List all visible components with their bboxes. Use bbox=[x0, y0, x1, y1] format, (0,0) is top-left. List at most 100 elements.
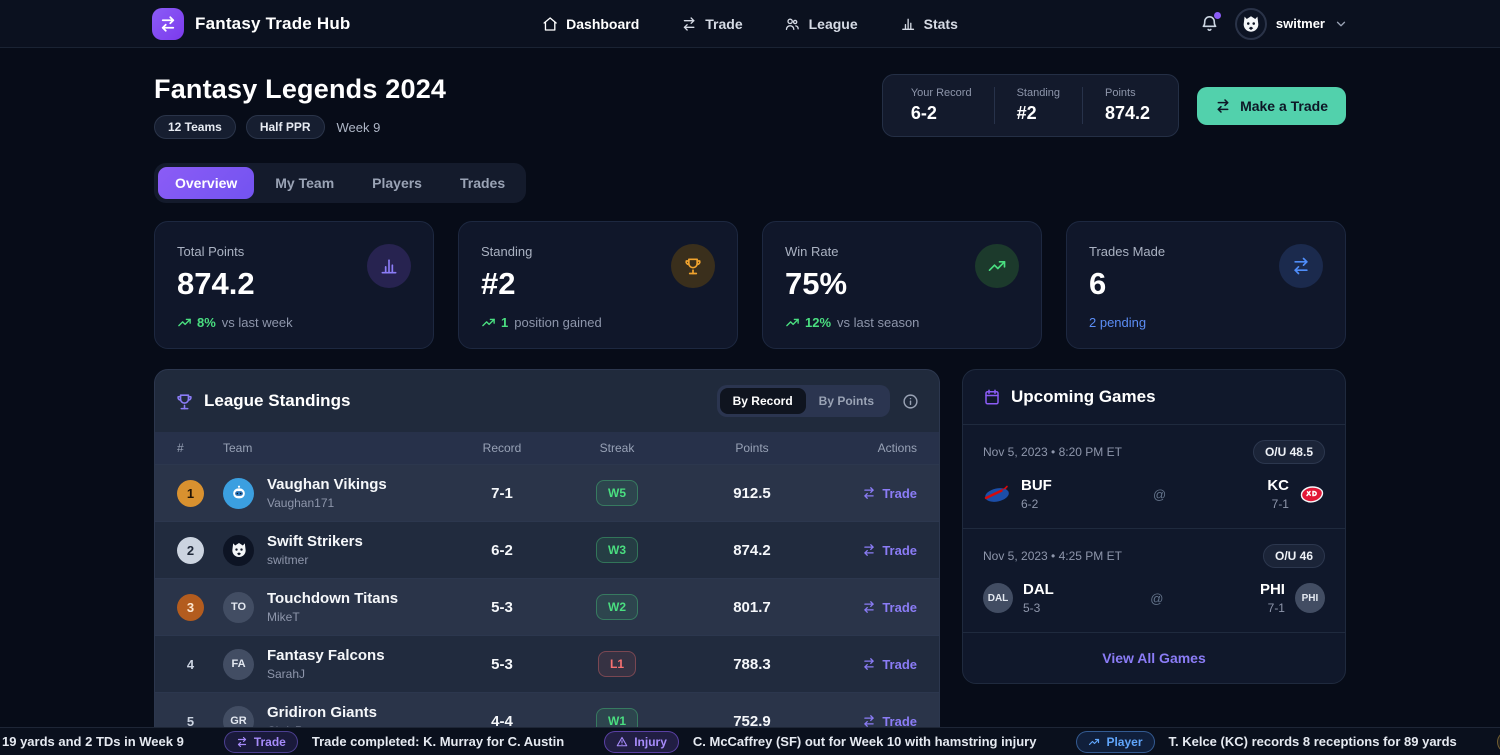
stat-value: 75% bbox=[785, 266, 848, 301]
notifications-bell-icon[interactable] bbox=[1200, 12, 1221, 33]
record-summary-card: Your Record 6-2 Standing #2 Points 874.2 bbox=[881, 74, 1180, 137]
game-datetime: Nov 5, 2023 • 4:25 PM ET bbox=[983, 549, 1122, 563]
col-rank: # bbox=[177, 441, 184, 455]
team-name: Vaughan Vikings bbox=[267, 476, 387, 493]
sort-by-record-button[interactable]: By Record bbox=[719, 388, 806, 414]
points-value: 874.2 bbox=[733, 541, 771, 559]
home-icon bbox=[542, 16, 558, 32]
warning-triangle-icon bbox=[616, 736, 628, 748]
home-team-record: 7-1 bbox=[1267, 601, 1285, 615]
record-stat: Standing #2 bbox=[993, 87, 1082, 124]
view-tabs: Overview My Team Players Trades bbox=[154, 163, 527, 203]
col-team: Team bbox=[223, 441, 253, 455]
swap-arrows-icon bbox=[681, 16, 697, 32]
bills-team-logo bbox=[983, 483, 1011, 505]
stat-trend: 12% vs last season bbox=[785, 315, 1019, 330]
league-meta: 12 Teams Half PPR Week 9 bbox=[154, 115, 446, 139]
view-all-games-link[interactable]: View All Games bbox=[1102, 650, 1206, 666]
standings-column-headers: # Team Record Streak Points Actions bbox=[155, 432, 939, 464]
table-row[interactable]: 4 FA Fantasy Falcons SarahJ 5-3 L1 788.3… bbox=[155, 635, 939, 692]
trending-up-icon bbox=[975, 244, 1019, 288]
over-under-badge: O/U 46 bbox=[1262, 544, 1325, 568]
trending-up-icon bbox=[785, 315, 800, 330]
swap-arrows-icon bbox=[236, 736, 248, 748]
team-owner: switmer bbox=[267, 553, 309, 567]
nav-item-trade[interactable]: Trade bbox=[681, 16, 743, 32]
upcoming-games-panel: Upcoming Games Nov 5, 2023 • 8:20 PM ET … bbox=[962, 369, 1346, 684]
rank-badge: 5 bbox=[186, 713, 195, 729]
notification-dot bbox=[1213, 12, 1221, 19]
brand[interactable]: Fantasy Trade Hub bbox=[152, 7, 351, 40]
nav-item-league[interactable]: League bbox=[785, 16, 858, 32]
chiefs-team-logo bbox=[1299, 483, 1325, 505]
team-name: Fantasy Falcons bbox=[267, 647, 385, 664]
nav-label: League bbox=[808, 16, 858, 32]
trophy-icon bbox=[175, 392, 194, 411]
away-team-record: 6-2 bbox=[1021, 497, 1039, 511]
stat-label: Win Rate bbox=[785, 244, 839, 259]
stat-card-trades-made: Trades Made 6 2 pending bbox=[1066, 221, 1346, 349]
scoring-badge: Half PPR bbox=[245, 115, 325, 139]
tab-trades[interactable]: Trades bbox=[459, 175, 506, 191]
sort-toggle: By Record By Points bbox=[716, 385, 890, 417]
away-team-abbr: DAL bbox=[1023, 581, 1054, 598]
trend-suffix: vs last season bbox=[837, 315, 920, 330]
record-value: 5-3 bbox=[491, 655, 513, 673]
make-a-trade-button[interactable]: Make a Trade bbox=[1197, 86, 1346, 125]
trade-button[interactable]: Trade bbox=[862, 543, 917, 558]
trade-button[interactable]: Trade bbox=[862, 657, 917, 672]
team-initials-avatar: TO bbox=[223, 591, 254, 623]
rank-badge: 3 bbox=[177, 593, 204, 621]
sort-by-points-button[interactable]: By Points bbox=[818, 394, 874, 408]
news-ticker[interactable]: 19 yards and 2 TDs in Week 9 Trade Trade… bbox=[0, 727, 1500, 755]
pending-trades-link[interactable]: 2 pending bbox=[1089, 315, 1147, 330]
trade-label: Trade bbox=[882, 656, 917, 672]
nav-item-dashboard[interactable]: Dashboard bbox=[542, 16, 639, 32]
points-value: 752.9 bbox=[733, 712, 771, 730]
trade-button[interactable]: Trade bbox=[862, 714, 917, 729]
stat-value: 874.2 bbox=[177, 266, 255, 301]
table-row[interactable]: 2 Swift Strikers switmer 6-2 W3 874.2 bbox=[155, 521, 939, 578]
ticker-item: Player T. Kelce (KC) records 8 reception… bbox=[1076, 730, 1457, 753]
eagles-team-logo: PHI bbox=[1294, 583, 1325, 613]
team-name: Touchdown Titans bbox=[267, 590, 399, 607]
rank-badge: 2 bbox=[177, 536, 204, 564]
team-owner: SarahJ bbox=[267, 667, 306, 681]
trade-label: Trade bbox=[882, 485, 917, 501]
teams-count-badge: 12 Teams bbox=[154, 115, 236, 139]
record-stat: Points 874.2 bbox=[1082, 87, 1172, 124]
team-initials-avatar: FA bbox=[223, 648, 254, 680]
record-value: 4-4 bbox=[491, 712, 513, 730]
trade-button[interactable]: Trade bbox=[862, 486, 917, 501]
rank-badge: 1 bbox=[177, 479, 204, 507]
swap-arrows-icon bbox=[862, 600, 876, 614]
make-a-trade-label: Make a Trade bbox=[1240, 97, 1328, 114]
ticker-item: Injury C. McCaffrey (SF) out for Week 10… bbox=[604, 730, 1036, 753]
page-header: Fantasy Legends 2024 12 Teams Half PPR W… bbox=[154, 74, 1346, 139]
nav-label: Trade bbox=[705, 16, 743, 32]
points-value: 788.3 bbox=[733, 655, 771, 673]
tab-my-team[interactable]: My Team bbox=[275, 175, 335, 191]
user-menu[interactable]: switmer bbox=[1234, 7, 1348, 40]
tab-players[interactable]: Players bbox=[372, 175, 422, 191]
game-item[interactable]: Nov 5, 2023 • 4:25 PM ET O/U 46 DAL DAL … bbox=[963, 529, 1345, 633]
record-stat-value: 874.2 bbox=[1105, 103, 1151, 123]
stat-trend: 1 position gained bbox=[481, 315, 715, 330]
bar-chart-icon bbox=[900, 16, 916, 32]
trade-label: Trade bbox=[882, 713, 917, 729]
over-under-badge: O/U 48.5 bbox=[1252, 440, 1325, 464]
streak-badge: W5 bbox=[596, 480, 638, 506]
game-item[interactable]: Nov 5, 2023 • 8:20 PM ET O/U 48.5 BUF 6-… bbox=[963, 425, 1345, 529]
stat-card-standing: Standing #2 1 position gained bbox=[458, 221, 738, 349]
table-row[interactable]: 1 Vaughan Vikings Vaughan171 7-1 W5 912.… bbox=[155, 464, 939, 521]
league-title-block: Fantasy Legends 2024 12 Teams Half PPR W… bbox=[154, 74, 446, 139]
nav-item-stats[interactable]: Stats bbox=[900, 16, 958, 32]
trade-button[interactable]: Trade bbox=[862, 600, 917, 615]
info-icon[interactable] bbox=[902, 393, 919, 410]
tab-overview[interactable]: Overview bbox=[158, 167, 255, 199]
nav-right-cluster: switmer bbox=[1200, 7, 1348, 40]
injury-badge: Injury bbox=[604, 730, 679, 753]
week-label: Week 9 bbox=[336, 119, 381, 135]
table-row[interactable]: 3 TO Touchdown Titans MikeT 5-3 W2 801.7… bbox=[155, 578, 939, 635]
col-points: Points bbox=[735, 441, 769, 455]
